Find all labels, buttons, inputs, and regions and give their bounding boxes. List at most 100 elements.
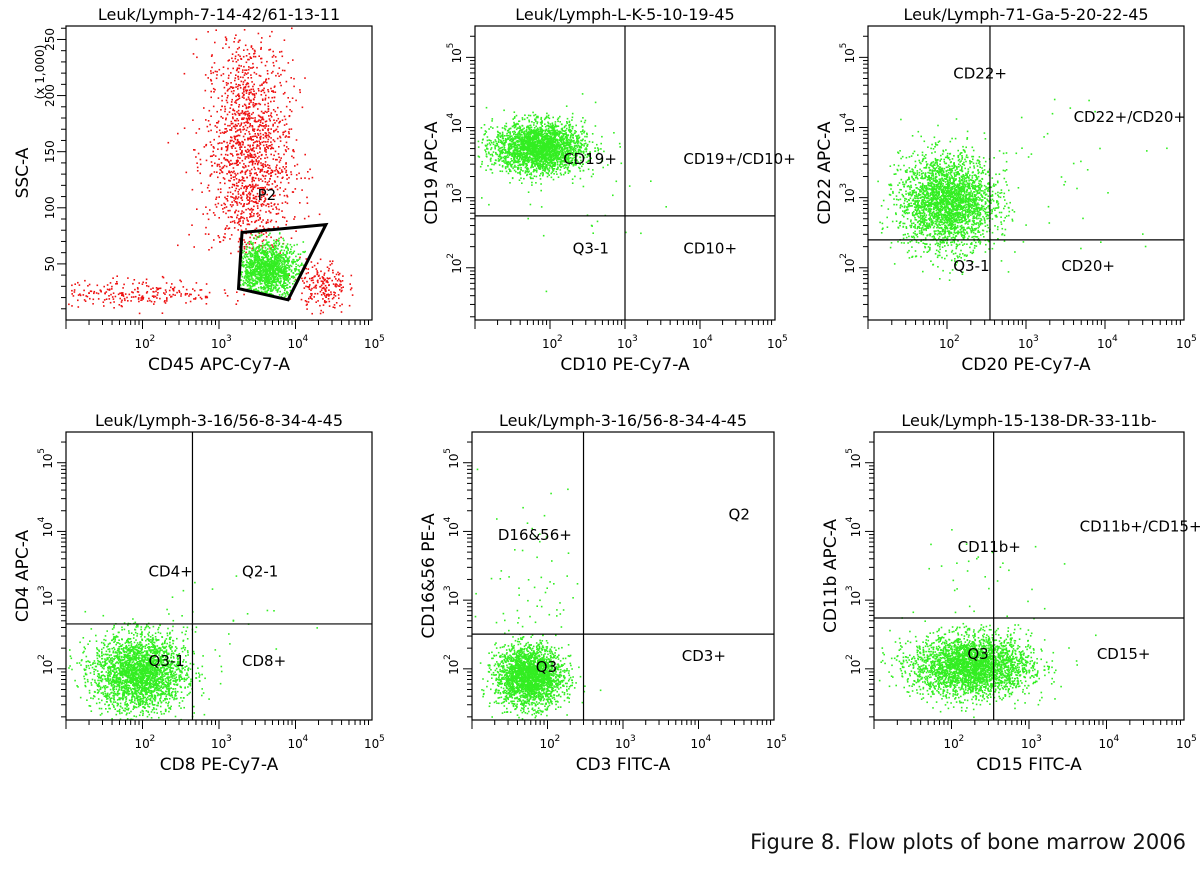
event-dot [540, 116, 543, 119]
event-dot [272, 194, 274, 196]
event-dot [258, 271, 260, 273]
event-dot [262, 195, 265, 197]
event-dot [340, 287, 343, 289]
event-dot [273, 261, 275, 264]
event-dot [226, 146, 228, 148]
event-dot [278, 121, 281, 123]
event-dot [231, 147, 233, 149]
event-dot [265, 149, 267, 151]
event-dot [551, 165, 553, 168]
event-dot [245, 269, 247, 271]
event-dot [240, 217, 242, 219]
event-dot [254, 252, 257, 255]
event-dot [193, 149, 195, 151]
event-dot [259, 248, 262, 251]
event-dot [72, 295, 75, 297]
event-dot [269, 119, 271, 122]
event-dot [276, 164, 278, 167]
event-dot [238, 46, 240, 49]
event-dot [248, 282, 251, 284]
event-dot [218, 135, 220, 138]
event-dot [234, 119, 236, 122]
event-dot [255, 270, 258, 272]
event-dot [259, 138, 262, 140]
event-dot [259, 279, 262, 281]
event-dot [265, 284, 267, 287]
event-dot [244, 133, 246, 135]
event-dot [279, 262, 281, 264]
event-dot [170, 296, 172, 298]
event-dot [258, 248, 260, 250]
event-dot [249, 236, 251, 239]
event-dot [238, 179, 241, 182]
event-dot [516, 160, 519, 163]
event-dot [195, 282, 198, 284]
event-dot [265, 251, 268, 254]
event-dot [327, 281, 329, 284]
event-dot [517, 168, 519, 171]
event-dot [137, 297, 140, 299]
event-dot [239, 157, 241, 159]
event-dot [513, 130, 516, 133]
event-dot [246, 203, 248, 205]
event-dot [225, 158, 227, 161]
event-dot [247, 58, 249, 61]
event-dot [299, 256, 301, 259]
event-dot [252, 246, 255, 248]
event-dot [240, 80, 243, 83]
event-dot [250, 153, 253, 156]
event-dot [540, 183, 542, 185]
event-dot [251, 183, 254, 186]
event-dot [259, 168, 262, 171]
event-dot [314, 285, 317, 288]
event-dot [276, 260, 278, 262]
event-dot [253, 150, 255, 153]
event-dot [572, 125, 574, 128]
event-dot [254, 254, 256, 256]
event-dot [270, 116, 273, 118]
event-dot [219, 241, 222, 243]
event-dot [596, 143, 598, 146]
event-dot [511, 143, 514, 145]
event-dot [277, 212, 280, 215]
event-dot [249, 284, 251, 287]
event-dot [573, 156, 576, 159]
event-dot [291, 155, 293, 158]
event-dot [504, 156, 507, 159]
event-dot [238, 97, 241, 99]
event-dot [243, 117, 245, 119]
event-dot [280, 111, 282, 113]
event-dot [241, 149, 243, 152]
plot-title: Leuk/Lymph-L-K-5-10-19-45 [515, 5, 734, 24]
event-dot [264, 250, 266, 252]
event-dot [156, 294, 159, 296]
event-dot [325, 296, 327, 298]
event-dot [289, 251, 291, 253]
event-dot [244, 253, 246, 255]
event-dot [257, 32, 260, 35]
event-dot [232, 125, 235, 128]
event-dot [566, 140, 569, 142]
event-dot [264, 175, 267, 177]
event-dot [258, 145, 260, 147]
event-dot [254, 249, 257, 252]
event-dot [503, 157, 506, 160]
event-dot [276, 276, 278, 279]
event-dot [287, 264, 289, 266]
event-dot [252, 85, 254, 88]
event-dot [311, 298, 313, 300]
event-dot [239, 220, 241, 222]
event-dot [492, 143, 495, 146]
event-dot [512, 167, 514, 170]
event-dot [192, 288, 194, 290]
event-dot [242, 126, 245, 128]
event-dot [287, 136, 289, 138]
event-dot [236, 111, 238, 113]
event-dot [491, 153, 493, 156]
event-dot [280, 257, 282, 259]
event-dot [253, 153, 256, 156]
event-dot [270, 236, 272, 239]
event-dot [582, 169, 585, 172]
event-dot [256, 267, 259, 270]
event-dot [287, 262, 289, 264]
